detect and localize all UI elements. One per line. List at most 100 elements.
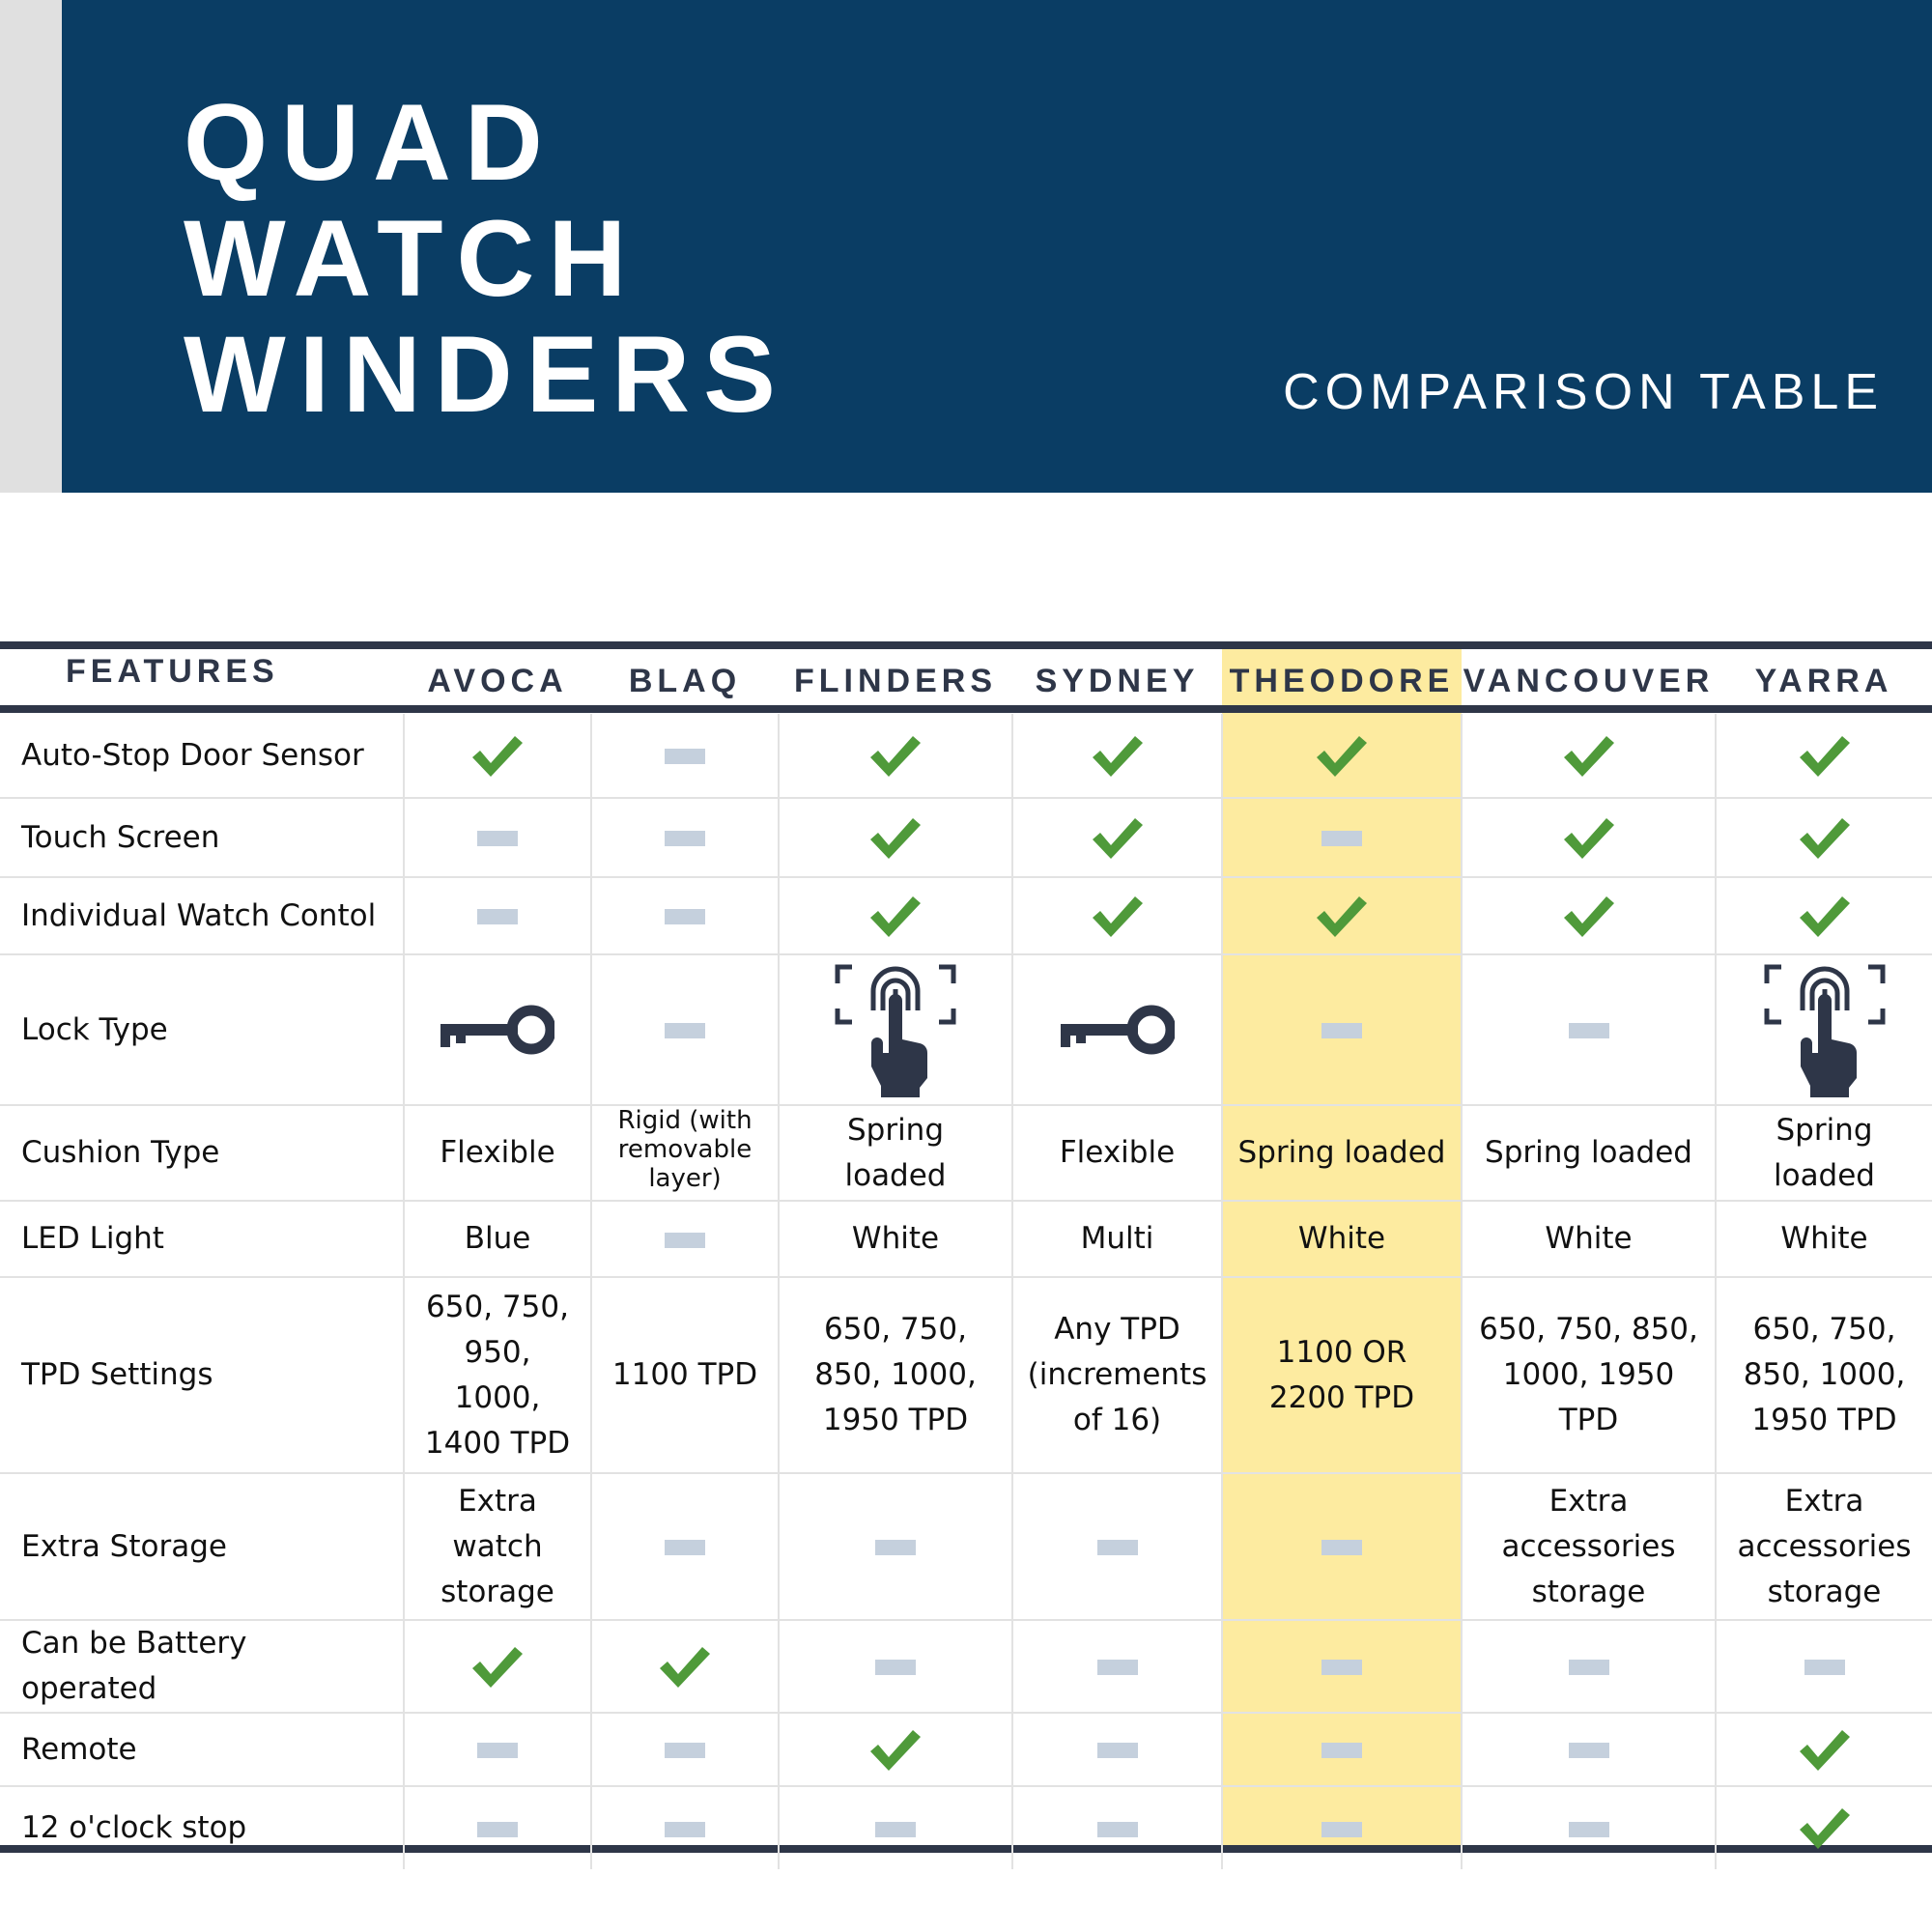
cell-avoca: Extra watch storage [403, 1472, 591, 1620]
cell-sydney [1011, 714, 1222, 798]
cell-vancouver: 650, 750, 850, 1000, 1950 TPD [1461, 1276, 1716, 1473]
table-row: Extra Storage Extra watch storage Extra ac… [0, 1472, 1932, 1620]
cell-flinders [778, 1619, 1012, 1713]
check-icon [868, 735, 923, 777]
cell-text: Extra watch storage [440, 1483, 554, 1609]
cell-sydney: Any TPD (increments of 16) [1011, 1276, 1222, 1473]
cell-avoca [403, 1619, 591, 1713]
check-icon [1798, 735, 1852, 777]
cell-sydney [1011, 953, 1222, 1105]
table-row: Remote [0, 1712, 1932, 1786]
cell-text: 1100 TPD [611, 1357, 758, 1392]
cell-yarra [1715, 876, 1932, 954]
subtitle: COMPARISON TABLE [1283, 364, 1884, 420]
dash-icon [1321, 1023, 1362, 1038]
dash-icon [875, 1821, 916, 1837]
cell-vancouver: White [1461, 1200, 1716, 1277]
feature-label: Touch Screen [0, 797, 404, 877]
cell-text: 1100 OR 2200 TPD [1268, 1334, 1415, 1415]
features-header: FEATURES [66, 653, 279, 690]
header-banner: QUAD WATCH WINDERS COMPARISON TABLE [62, 0, 1932, 493]
cell-text: Any TPD (increments of 16) [1027, 1312, 1208, 1437]
cell-sydney [1011, 797, 1222, 877]
dash-icon [1321, 831, 1362, 846]
table-row: TPD Settings 650, 750, 950, 1000, 1400 TP… [0, 1276, 1932, 1473]
check-icon [1798, 895, 1852, 937]
cell-flinders [778, 1785, 1012, 1869]
dash-icon [1568, 1023, 1609, 1038]
cell-text: 650, 750, 850, 1000, 1950 TPD [1743, 1312, 1906, 1437]
cell-text: 650, 750, 950, 1000, 1400 TPD [424, 1289, 571, 1461]
cell-avoca [403, 876, 591, 954]
cell-text: Spring loaded [1773, 1112, 1875, 1193]
check-icon [1798, 1729, 1852, 1771]
dash-icon [665, 1743, 705, 1758]
dash-icon [1096, 1743, 1138, 1758]
check-icon [1315, 735, 1369, 777]
cell-yarra: 650, 750, 850, 1000, 1950 TPD [1715, 1276, 1932, 1473]
cell-vancouver: Spring loaded [1461, 1104, 1716, 1201]
check-icon [1091, 895, 1145, 937]
check-icon [868, 1729, 923, 1771]
cell-flinders [778, 1712, 1012, 1786]
cell-text: Extra accessories storage [1501, 1483, 1676, 1609]
cell-text: Flexible [440, 1135, 555, 1170]
column-header-avoca: AVOCA [427, 663, 568, 699]
cell-text: Spring loaded [1237, 1135, 1446, 1170]
cell-vancouver: Extra accessories storage [1461, 1472, 1716, 1620]
cell-yarra [1715, 953, 1932, 1105]
cell-text: Spring loaded [1485, 1135, 1692, 1170]
cell-blaq [590, 1472, 779, 1620]
cell-yarra [1715, 714, 1932, 798]
dash-icon [1321, 1743, 1362, 1758]
title-line-2: WATCH [184, 198, 640, 319]
dash-icon [665, 909, 705, 924]
cell-avoca [403, 1785, 591, 1869]
cell-theodore: Spring loaded [1221, 1104, 1462, 1201]
cell-sydney [1011, 1472, 1222, 1620]
feature-label: Extra Storage [0, 1472, 404, 1620]
cell-yarra: Spring loaded [1715, 1104, 1932, 1201]
cell-theodore [1221, 1619, 1462, 1713]
cell-text: Multi [1080, 1221, 1154, 1256]
cell-vancouver [1461, 1785, 1716, 1869]
table-row: Individual Watch Contol [0, 876, 1932, 954]
key-icon [440, 1005, 556, 1055]
cell-flinders [778, 1472, 1012, 1620]
cell-theodore [1221, 1785, 1462, 1869]
cell-text: Rigid (with removable layer) [617, 1106, 753, 1193]
dash-icon [875, 1540, 916, 1555]
cell-blaq [590, 1200, 779, 1277]
cell-vancouver [1461, 714, 1716, 798]
cell-theodore [1221, 797, 1462, 877]
cell-blaq [590, 797, 779, 877]
cell-sydney [1011, 876, 1222, 954]
cell-text: White [1780, 1221, 1868, 1256]
cell-yarra [1715, 1712, 1932, 1786]
dash-icon [1321, 1821, 1362, 1837]
column-header-blaq: BLAQ [628, 663, 742, 699]
dash-icon [1568, 1660, 1609, 1675]
cell-blaq [590, 1712, 779, 1786]
fingerprint-touch-icon [1764, 964, 1886, 1097]
check-icon [1562, 817, 1616, 859]
check-icon [1562, 735, 1616, 777]
side-strip [0, 0, 62, 493]
dash-icon [1096, 1540, 1138, 1555]
cell-flinders: White [778, 1200, 1012, 1277]
cell-sydney [1011, 1785, 1222, 1869]
check-icon [658, 1646, 712, 1688]
table-header-rule [0, 705, 1932, 713]
dash-icon [665, 831, 705, 846]
cell-theodore: White [1221, 1200, 1462, 1277]
cell-vancouver [1461, 797, 1716, 877]
cell-text: White [851, 1221, 940, 1256]
cell-text: White [1297, 1221, 1386, 1256]
cell-blaq: 1100 TPD [590, 1276, 779, 1473]
cell-vancouver [1461, 876, 1716, 954]
cell-sydney: Multi [1011, 1200, 1222, 1277]
cell-vancouver [1461, 953, 1716, 1105]
dash-icon [477, 1743, 518, 1758]
table-top-rule [0, 641, 1932, 649]
cell-sydney [1011, 1712, 1222, 1786]
